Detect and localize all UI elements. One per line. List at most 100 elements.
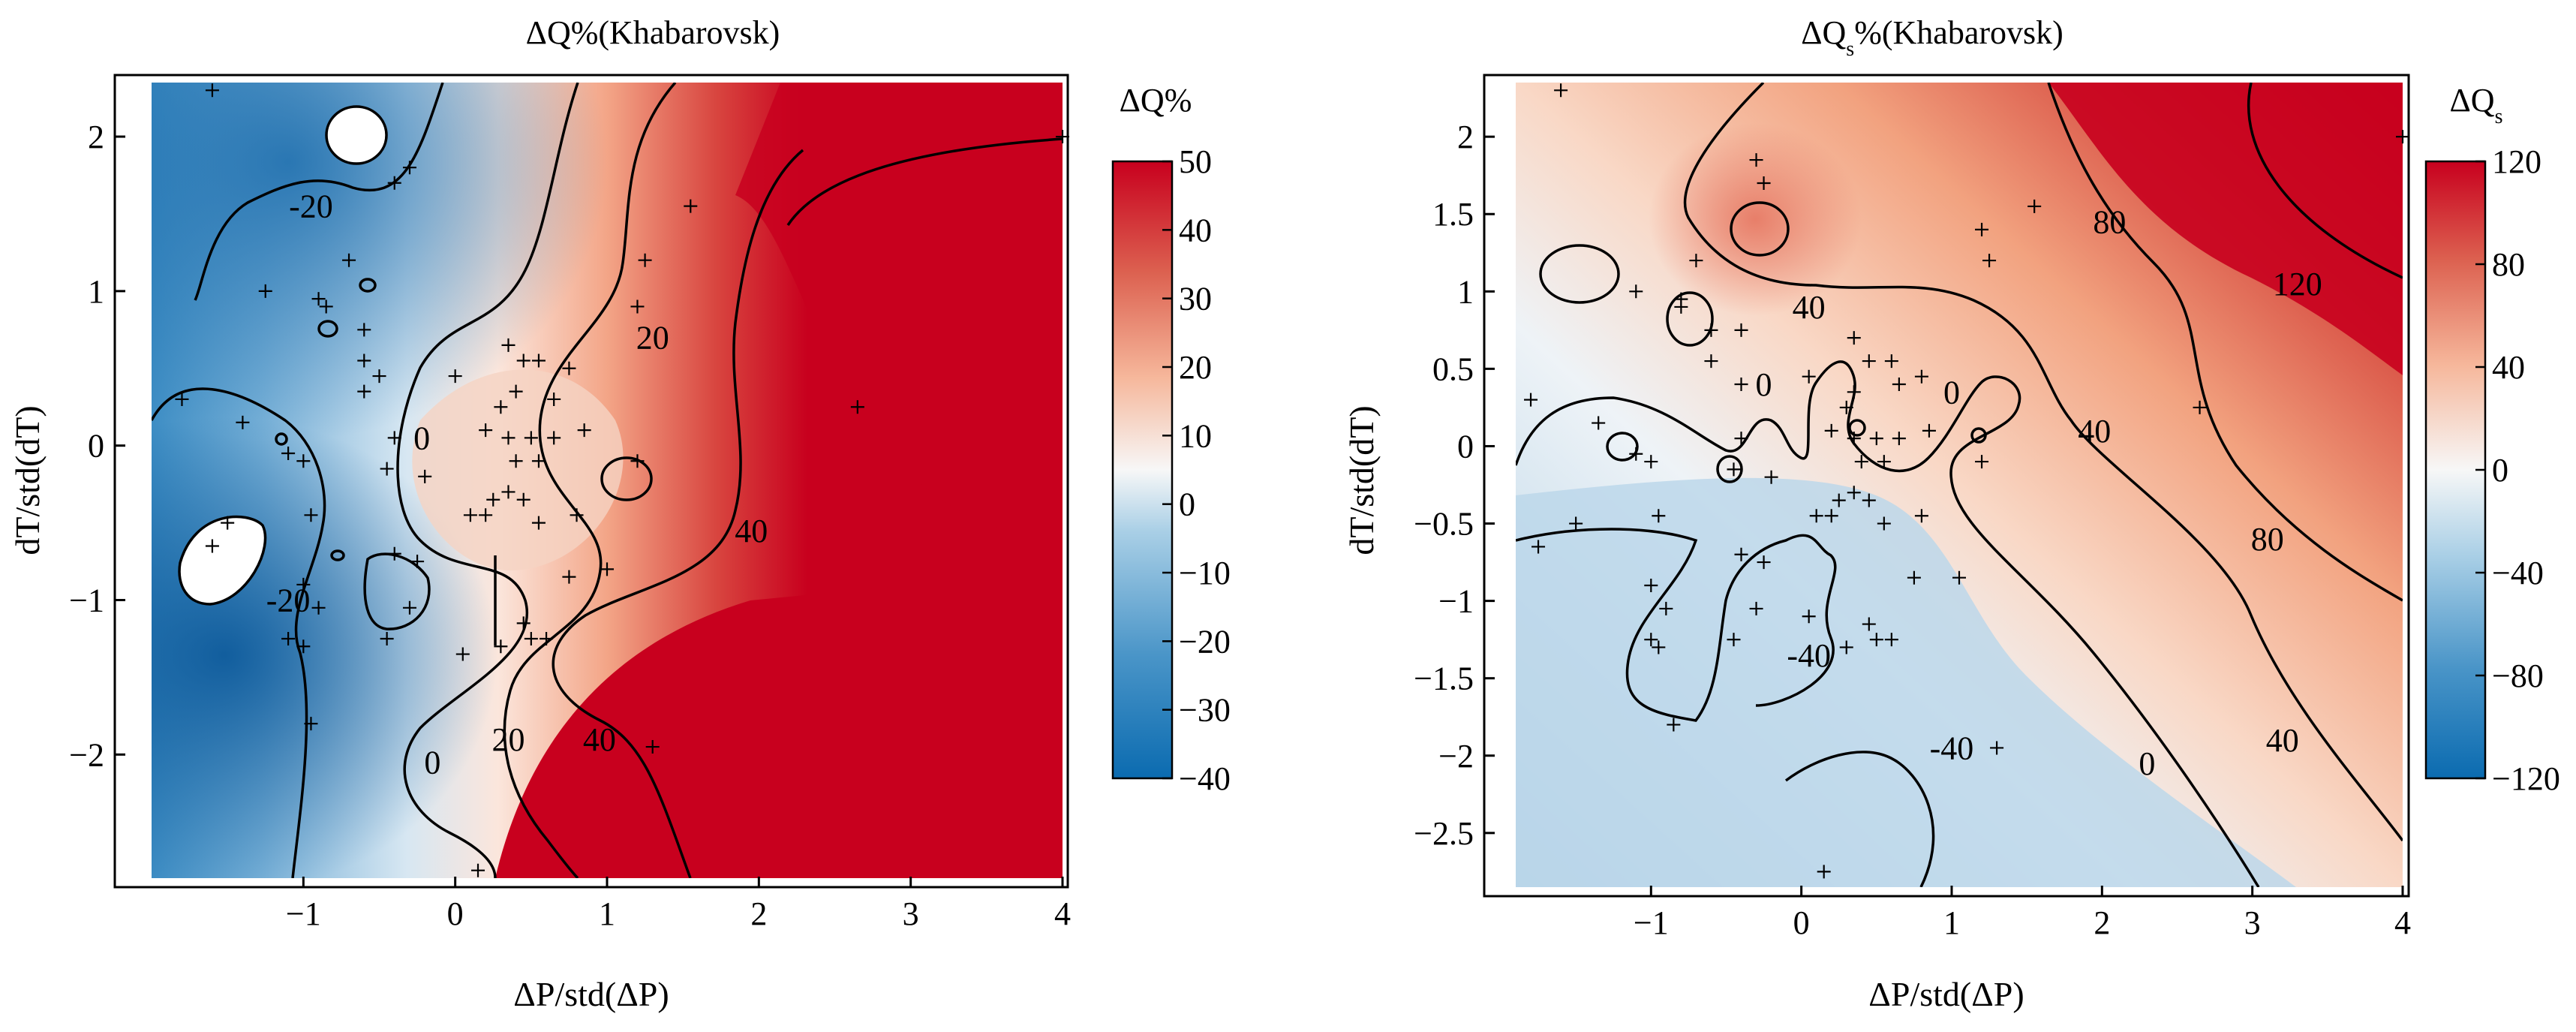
- right-sample-point: [1554, 83, 1568, 98]
- right-colorbar-tick-label: −40: [2492, 555, 2544, 591]
- right-y-tick-label: 2: [1457, 119, 1474, 155]
- right-y-axis-label: dT/std(dT): [1342, 405, 1381, 555]
- right-sample-point: [1802, 609, 1816, 624]
- right-sample-point: [1569, 516, 1583, 531]
- right-sample-point: [1907, 570, 1921, 585]
- right-sample-point: [1869, 432, 1883, 446]
- left-sample-point: [175, 392, 189, 406]
- right-sample-point: [1975, 455, 1989, 469]
- left-sample-point: [501, 431, 516, 445]
- left-sample-point: [221, 516, 235, 530]
- right-contours: [1516, 83, 2403, 887]
- right-colorbar-tick-label: −120: [2492, 760, 2560, 797]
- right-sample-point: [1652, 640, 1666, 654]
- left-colorbar-label: ΔQ%: [1120, 82, 1192, 119]
- right-sample-point: [1704, 354, 1718, 369]
- left-sample-point: [418, 469, 432, 483]
- left-sample-point: [357, 384, 371, 399]
- left-sample-point: [501, 338, 516, 352]
- left-sample-point: [600, 562, 614, 576]
- right-sample-point: [1629, 284, 1643, 299]
- left-sample-point: [311, 600, 326, 615]
- left-colorbar-tick-label: 20: [1179, 349, 1212, 386]
- left-y-axis-label: dT/std(dT): [8, 405, 47, 555]
- right-sample-point: [1847, 486, 1861, 500]
- left-sample-point: [516, 616, 531, 630]
- left-colorbar-ticks: 50 40 30 20 10 0 −10 −20 −30 −40: [1162, 143, 1231, 797]
- right-sample-point: [1914, 369, 1928, 384]
- left-sample-point: [296, 454, 311, 468]
- left-colorbar-tick-label: 40: [1179, 212, 1212, 248]
- right-sample-point: [1877, 516, 1891, 531]
- right-y-tick-label: 1.5: [1432, 196, 1474, 233]
- left-sample-point: [281, 446, 296, 460]
- right-colorbar-tick-label: 0: [2492, 452, 2508, 489]
- right-x-tick-label: −1: [1634, 904, 1669, 941]
- left-sample-point: [387, 546, 401, 561]
- left-sample-point: [509, 384, 523, 399]
- left-x-tick-label: 0: [447, 895, 464, 932]
- right-sample-point: [1659, 601, 1673, 615]
- right-contour-label: 40: [1793, 289, 1826, 326]
- right-sample-point: [1524, 393, 1538, 407]
- right-sample-point: [1982, 254, 1997, 268]
- right-sample-point: [1854, 455, 1868, 469]
- left-sample-point: [205, 539, 219, 553]
- left-colorbar-tick-label: −20: [1179, 623, 1231, 660]
- right-sample-point: [1667, 718, 1681, 732]
- left-sample-point: [638, 253, 652, 267]
- left-sample-point: [630, 299, 645, 314]
- left-sample-point: [577, 423, 591, 438]
- left-sample-point: [319, 299, 333, 314]
- left-sample-point: [524, 431, 538, 445]
- left-x-tick-label: 3: [903, 895, 919, 932]
- left-colorbar-gradient: [1111, 160, 1174, 780]
- left-sample-point: [479, 423, 493, 438]
- left-sample-point: [357, 323, 371, 337]
- right-sample-point: [1832, 493, 1846, 507]
- left-sample-point: [630, 454, 645, 468]
- left-sample-point: [516, 354, 531, 368]
- right-colorbar-ticks: 120 80 40 0 −40 −80 −120: [2475, 143, 2560, 797]
- right-colorbar: ΔQs 120 80 40 0 −40 −80 −120: [2424, 82, 2560, 797]
- right-contour-label: 80: [2251, 521, 2284, 558]
- right-sample-point: [1764, 470, 1778, 484]
- right-sample-point: [1644, 455, 1658, 469]
- left-sample-point: [380, 462, 394, 476]
- right-sample-point: [1884, 633, 1898, 647]
- right-y-axis-ticks: −2.5 −2 −1.5 −1 −0.5 0 0.5 1 1.5 2: [1414, 119, 1495, 852]
- left-x-axis-label: ΔP/std(ΔP): [513, 975, 669, 1013]
- left-sample-point: [205, 83, 219, 98]
- right-contour-label: 40: [2266, 722, 2299, 759]
- right-sample-point: [1629, 447, 1643, 461]
- left-sample-point: [455, 647, 470, 661]
- right-sample-point: [1847, 331, 1861, 345]
- right-sample-point: [1734, 432, 1748, 446]
- right-contour-label: 0: [2139, 745, 2155, 782]
- left-y-tick-label: −1: [69, 582, 104, 619]
- left-sample-point: [850, 400, 864, 414]
- right-x-axis-ticks: −1 0 1 2 3 4: [1634, 886, 2411, 941]
- right-colorbar-tick-label: −80: [2492, 657, 2544, 694]
- right-x-axis-label: ΔP/std(ΔP): [1868, 975, 2024, 1013]
- left-sample-point: [547, 392, 561, 406]
- right-sample-point: [1862, 493, 1876, 507]
- left-colorbar-tick-label: −10: [1179, 555, 1231, 591]
- left-sample-point: [501, 485, 516, 499]
- right-sample-point: [1839, 640, 1853, 654]
- left-sample-point: [357, 354, 371, 368]
- left-colorbar-tick-label: 0: [1179, 486, 1195, 523]
- left-contour-label: 20: [491, 721, 525, 758]
- left-sample-point: [531, 354, 546, 368]
- right-x-tick-label: 3: [2244, 904, 2261, 941]
- right-x-tick-label: 4: [2394, 904, 2411, 941]
- right-heatmap-field: [1516, 83, 2403, 887]
- left-sample-point: [304, 508, 318, 522]
- right-sample-point: [1824, 509, 1838, 523]
- left-contour-label: -20: [289, 188, 333, 225]
- left-chart-title: ΔQ%(Khabarovsk): [526, 14, 780, 51]
- right-sample-point: [1869, 633, 1883, 647]
- left-plot-frame: [113, 74, 1069, 889]
